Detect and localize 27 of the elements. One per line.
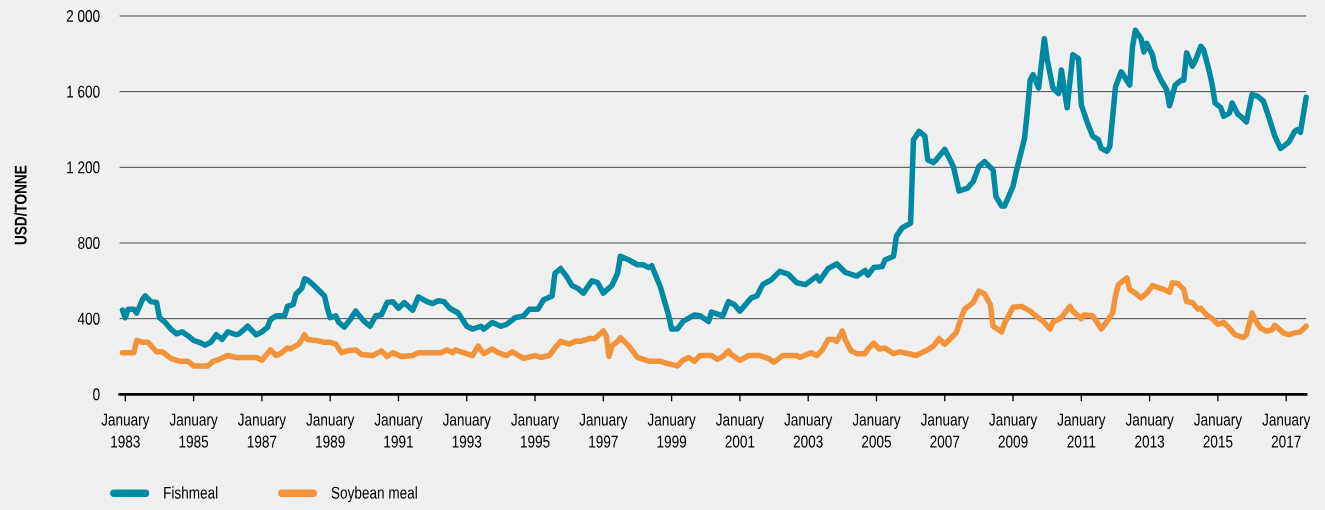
x-tick-label: January 1995: [511, 413, 560, 448]
x-tick-label: January 1983: [101, 413, 150, 448]
y-tick-label: 800: [78, 236, 100, 249]
y-tick-label: 1 200: [67, 161, 100, 174]
x-tick-label: January 1985: [169, 413, 218, 448]
y-tick-label: 400: [77, 312, 100, 325]
legend-label: Soybean meal: [331, 486, 417, 503]
x-tick-label: January 1989: [306, 413, 355, 448]
x-tick-label: January 2013: [1125, 413, 1174, 448]
y-tick-label: 2 000: [66, 9, 100, 22]
x-tick-label: January 2009: [989, 413, 1038, 448]
x-tick-label: January 2005: [852, 413, 901, 448]
x-tick-label: January 2011: [1057, 413, 1106, 448]
y-axis-title: USD/TONNE: [14, 165, 27, 245]
y-tick-label: 1 600: [67, 85, 100, 98]
x-tick-label: January 1993: [442, 413, 491, 448]
x-tick-label: January 2007: [920, 413, 969, 448]
x-tick-label: January 2015: [1193, 413, 1243, 448]
x-tick-label: January 2001: [715, 413, 765, 448]
y-tick-label: 0: [93, 388, 100, 401]
x-tick-label: January 1999: [647, 413, 696, 448]
x-tick-label: January 1987: [237, 413, 286, 448]
x-tick-label: January 2017: [1262, 413, 1311, 448]
x-tick-label: January 2003: [784, 413, 833, 448]
x-tick-label: January 1991: [374, 413, 423, 448]
legend-label: Fishmeal: [164, 486, 218, 499]
x-tick-label: January 1997: [579, 413, 628, 448]
